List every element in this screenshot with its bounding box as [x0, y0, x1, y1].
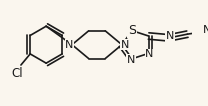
- Text: N: N: [65, 40, 73, 50]
- Text: N: N: [166, 31, 174, 41]
- Text: N: N: [203, 25, 208, 36]
- Text: Cl: Cl: [11, 67, 23, 80]
- Text: N: N: [120, 40, 129, 50]
- Text: S: S: [128, 24, 136, 37]
- Text: N: N: [145, 49, 154, 59]
- Text: N: N: [127, 55, 135, 65]
